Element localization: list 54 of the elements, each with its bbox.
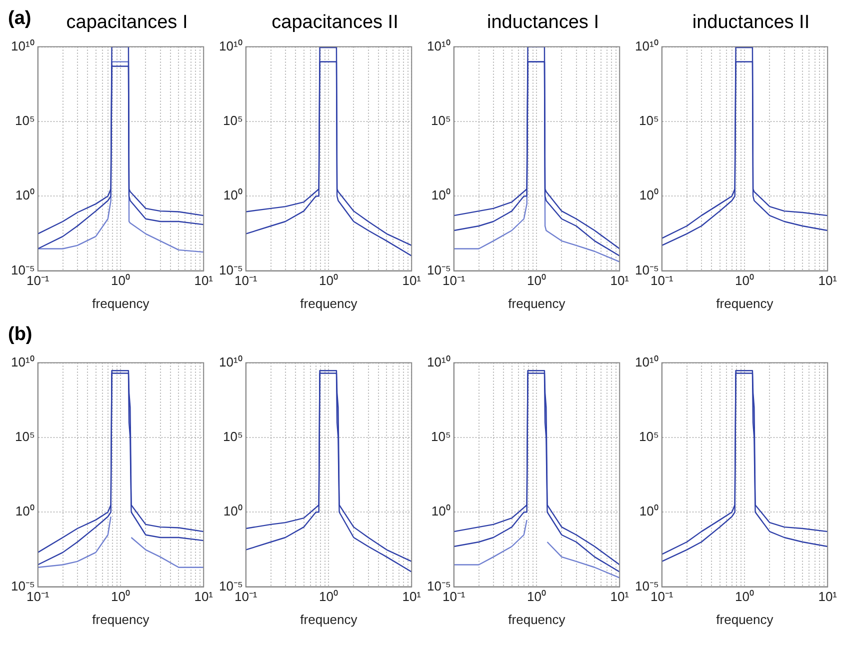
y-tick-label: 10¹⁰	[635, 354, 659, 370]
x-tick-label: 10¹	[194, 273, 214, 288]
y-tick-label: 10¹⁰	[11, 38, 35, 54]
x-tick-label: 10¹	[818, 589, 838, 604]
y-tick-label: 10⁵	[638, 113, 659, 128]
text: (a)	[8, 8, 32, 30]
y-tick-label: 10⁵	[430, 113, 451, 128]
x-tick-label: 10⁰	[318, 273, 338, 288]
y-tick-label: 10⁵	[14, 429, 35, 444]
y-tick-label: 10⁵	[222, 113, 243, 128]
x-axis-title: frequency	[508, 296, 566, 311]
x-tick-label: 10⁰	[110, 589, 130, 604]
x-axis-title: frequency	[300, 612, 358, 627]
x-axis-title: frequency	[508, 612, 566, 627]
x-tick-label: 10¹	[402, 273, 422, 288]
y-tick-label: 10⁰	[639, 504, 659, 519]
x-axis-title: frequency	[92, 296, 150, 311]
chart-title: capacitances II	[270, 12, 400, 34]
x-tick-label: 10⁰	[526, 273, 546, 288]
y-tick-label: 10⁰	[431, 504, 451, 519]
y-tick-label: 10¹⁰	[427, 38, 451, 54]
x-tick-label: 10⁰	[526, 589, 546, 604]
y-tick-label: 10⁵	[638, 429, 659, 444]
y-tick-label: 10⁰	[223, 504, 243, 519]
y-tick-label: 10⁵	[430, 429, 451, 444]
y-tick-label: 10⁰	[431, 188, 451, 203]
x-tick-label: 10¹	[610, 273, 630, 288]
y-tick-label: 10¹⁰	[635, 38, 659, 54]
x-tick-label: 10⁰	[734, 273, 754, 288]
y-tick-label: 10¹⁰	[427, 354, 451, 370]
x-tick-label: 10¹	[610, 589, 630, 604]
chart-title: capacitances I	[65, 12, 189, 34]
y-tick-label: 10¹⁰	[219, 354, 243, 370]
x-tick-label: 10⁰	[734, 589, 754, 604]
chart-title: inductances II	[691, 12, 811, 34]
x-axis-title: frequency	[716, 296, 774, 311]
x-axis-title: frequency	[716, 612, 774, 627]
y-tick-label: 10⁵	[222, 429, 243, 444]
y-tick-label: 10¹⁰	[11, 354, 35, 370]
y-tick-label: 10⁰	[223, 188, 243, 203]
x-tick-label: 10⁰	[110, 273, 130, 288]
y-tick-label: 10¹⁰	[219, 38, 243, 54]
text: (b)	[8, 324, 32, 346]
y-tick-label: 10⁵	[14, 113, 35, 128]
x-tick-label: 10⁰	[318, 589, 338, 604]
x-tick-label: 10¹	[402, 589, 422, 604]
x-axis-title: frequency	[92, 612, 150, 627]
chart-title: inductances I	[486, 12, 600, 34]
x-tick-label: 10¹	[818, 273, 838, 288]
y-tick-label: 10⁰	[15, 188, 35, 203]
x-axis-title: frequency	[300, 296, 358, 311]
y-tick-label: 10⁰	[639, 188, 659, 203]
y-tick-label: 10⁰	[15, 504, 35, 519]
x-tick-label: 10¹	[194, 589, 214, 604]
